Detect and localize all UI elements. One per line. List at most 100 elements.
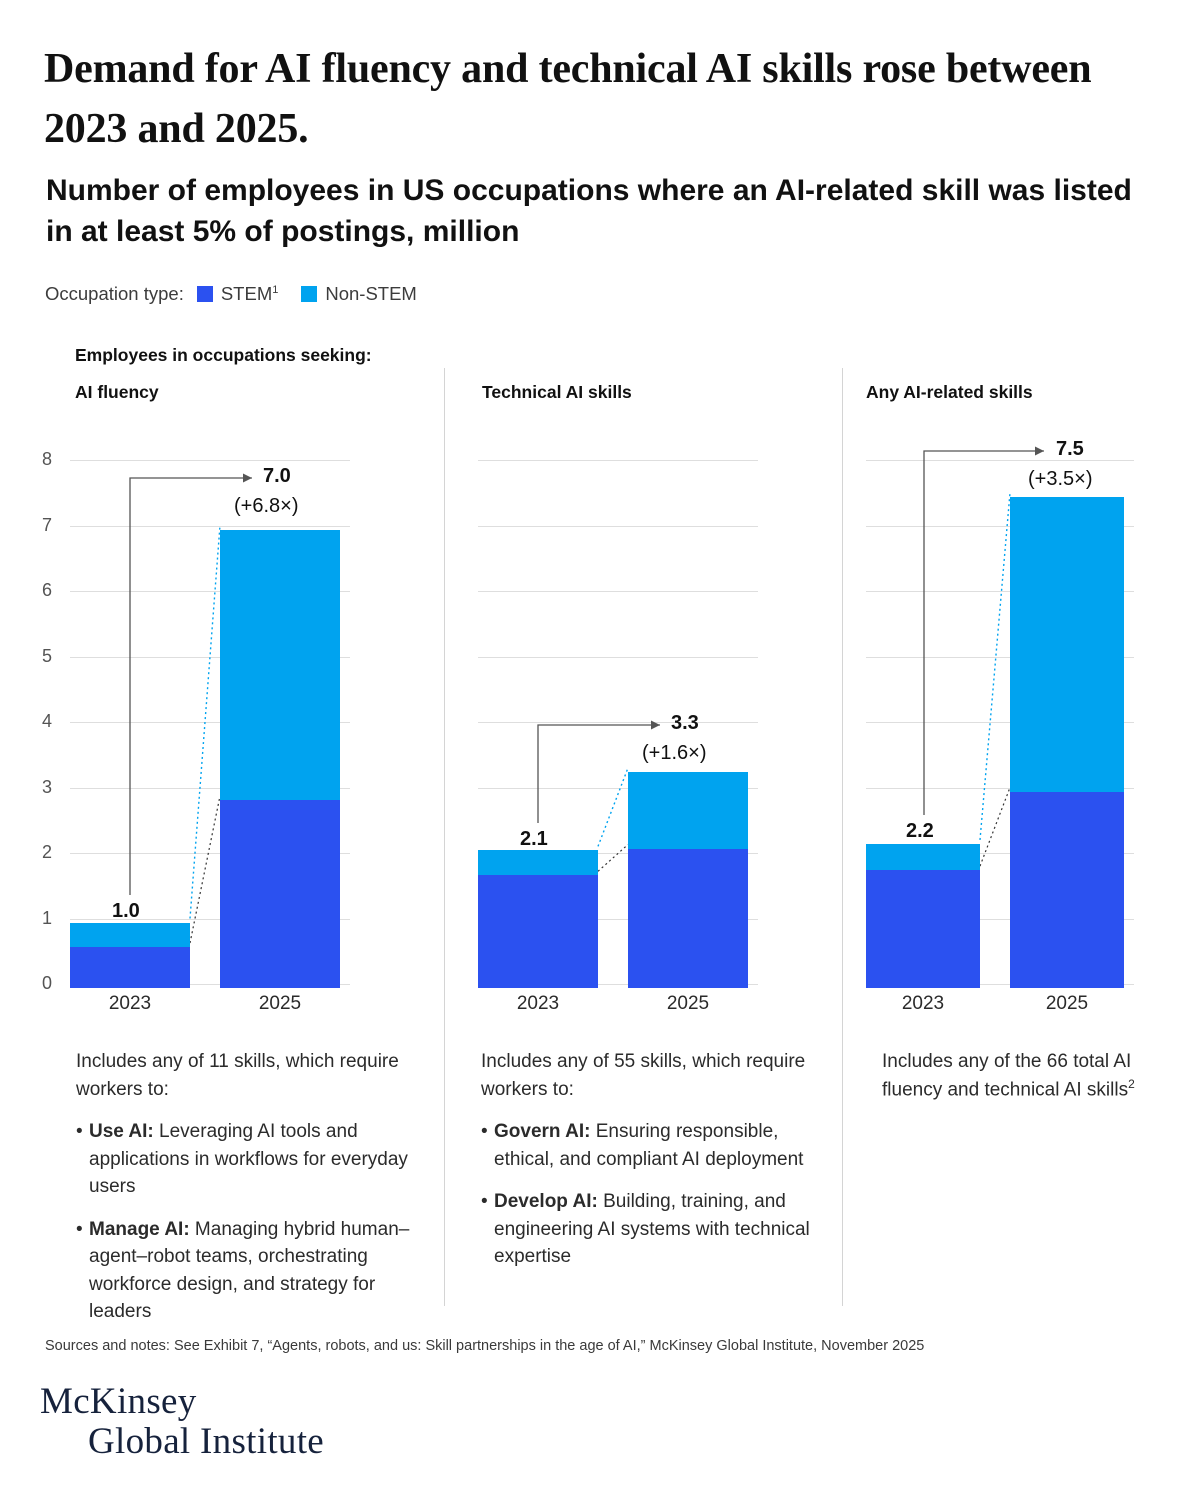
legend-item-stem: STEM1	[196, 283, 279, 305]
bar-segment-nonstem	[866, 843, 980, 871]
gridline-0	[70, 984, 350, 985]
gridline-7	[866, 525, 1134, 527]
gridline-0	[478, 984, 758, 985]
bullet-term: Develop AI:	[494, 1191, 598, 1213]
gridline-6	[866, 591, 1134, 592]
notes-lead: Includes any of the 66 total AI fluency …	[882, 1048, 1157, 1103]
bullet-desc: Ensuring responsible, ethical, and compl…	[494, 1121, 804, 1170]
notes-bullet: • Govern AI: Ensuring responsible, ethic…	[481, 1118, 811, 1173]
gridline-0	[866, 984, 1134, 985]
bar-segment-nonstem	[478, 850, 598, 876]
notes-lead-footnote: 2	[1128, 1076, 1135, 1091]
panel-title-ai-fluency: AI fluency	[75, 382, 159, 402]
gridline-2	[70, 853, 350, 854]
notes-column-any-ai-skills: Includes any of the 66 total AI fluency …	[882, 1048, 1157, 1118]
ytick-8: 8	[41, 449, 52, 469]
growth-label: (+6.8×)	[234, 495, 299, 517]
gridline-3	[70, 787, 350, 789]
bar-segment-nonstem	[220, 529, 340, 800]
gridline-3	[866, 787, 1134, 789]
bar-2023	[70, 922, 190, 988]
bullet-desc: Managing hybrid human–agent–robot teams,…	[89, 1218, 410, 1323]
connector-lines	[189, 525, 221, 944]
page-subtitle: Number of employees in US occupations wh…	[46, 174, 1132, 249]
notes-bullet: • Develop AI: Building, training, and en…	[481, 1188, 811, 1271]
growth-arrow	[537, 720, 660, 823]
value-label-2025: 7.0	[263, 465, 291, 487]
chart-technical-ai-skills: 2.1 3.3 (+1.6×) 2023 2025	[478, 460, 758, 1014]
gridline-4	[866, 722, 1134, 723]
gridline-6	[478, 591, 758, 592]
bullet-content: Manage AI: Managing hybrid human–agent–r…	[89, 1216, 431, 1326]
legend-text-nonstem: Non-STEM	[325, 283, 417, 304]
bar-segment-stem	[70, 947, 190, 988]
gridline-5	[70, 656, 350, 658]
gridline-1	[70, 918, 350, 920]
connector-lines	[597, 767, 629, 872]
gridline-8	[478, 460, 758, 461]
ytick-0: 0	[41, 973, 52, 993]
growth-label: (+1.6×)	[642, 742, 707, 764]
ytick-5: 5	[41, 645, 52, 666]
connector-lines	[979, 492, 1011, 867]
gridline-5	[478, 656, 758, 658]
xlabel-2023: 2023	[901, 993, 945, 1014]
gridline-3	[478, 787, 758, 789]
notes-column-technical-ai-skills: Includes any of 55 skills, which require…	[481, 1048, 811, 1286]
bullet-dot-icon: •	[76, 1218, 83, 1240]
value-label-2023: 1.0	[112, 900, 140, 922]
column-divider-1	[444, 368, 445, 1306]
ytick-3: 3	[41, 776, 52, 797]
seeking-label: Employees in occupations seeking:	[75, 345, 372, 365]
logo-line-2: Global Institute	[88, 1420, 325, 1462]
logo-line-1: McKinsey	[40, 1381, 197, 1422]
gridline-2	[866, 853, 1134, 854]
chart-any-ai-related-skills: 2.2 7.5 (+3.5×) 2023 2025	[866, 438, 1134, 1014]
page-title: Demand for AI fluency and technical AI s…	[44, 46, 1092, 152]
bar-segment-stem	[1010, 791, 1124, 988]
bar-segment-stem	[478, 875, 598, 988]
mckinsey-global-institute-logo: McKinsey Global Institute	[40, 1382, 324, 1462]
legend: Occupation type: STEM1 Non-STEM	[45, 283, 431, 305]
growth-arrow	[923, 446, 1044, 815]
growth-label: (+3.5×)	[1028, 468, 1093, 490]
bar-2025	[1010, 496, 1124, 988]
gridline-4	[478, 722, 758, 723]
bullet-dot-icon: •	[481, 1191, 488, 1213]
legend-label: Occupation type:	[45, 283, 184, 304]
bar-segment-nonstem	[1010, 496, 1124, 792]
bullet-dot-icon: •	[76, 1121, 83, 1143]
bar-2023	[866, 843, 980, 988]
bullet-desc: Building, training, and engineering AI s…	[494, 1191, 810, 1268]
gridline-7	[70, 525, 350, 527]
notes-lead-text: Includes any of the 66 total AI fluency …	[882, 1051, 1132, 1100]
bullet-content: Develop AI: Building, training, and engi…	[494, 1188, 811, 1271]
ytick-6: 6	[41, 580, 52, 600]
growth-arrow	[129, 473, 252, 895]
gridline-1	[866, 918, 1134, 920]
ytick-1: 1	[41, 907, 52, 928]
bullet-term: Use AI:	[89, 1121, 154, 1143]
gridline-8	[866, 460, 1134, 461]
bar-segment-stem	[220, 800, 340, 988]
xlabel-2025: 2025	[666, 993, 710, 1014]
notes-lead: Includes any of 55 skills, which require…	[481, 1051, 806, 1100]
value-label-2023: 2.1	[520, 828, 548, 850]
bullet-content: Govern AI: Ensuring responsible, ethical…	[494, 1118, 811, 1173]
chart-ai-fluency: 8 7 6 5 4 3 2 1 0 1.0 7.0 (+6.8×)	[42, 449, 350, 1014]
legend-text-stem: STEM1	[220, 283, 279, 304]
gridline-5	[866, 656, 1134, 658]
xlabel-2023: 2023	[108, 993, 152, 1014]
xlabel-2025: 2025	[258, 993, 302, 1014]
notes-column-ai-fluency: Includes any of 11 skills, which require…	[76, 1048, 431, 1341]
panel-title-technical-ai-skills: Technical AI skills	[482, 382, 632, 402]
notes-lead: Includes any of 11 skills, which require…	[76, 1051, 399, 1100]
bullet-dot-icon: •	[481, 1121, 488, 1143]
bar-segment-nonstem	[70, 922, 190, 947]
bar-2025	[220, 529, 340, 988]
bar-segment-nonstem	[628, 771, 748, 849]
gridline-8	[70, 460, 350, 461]
bar-2025	[628, 771, 748, 988]
bullet-desc: Leveraging AI tools and applications in …	[89, 1121, 408, 1198]
